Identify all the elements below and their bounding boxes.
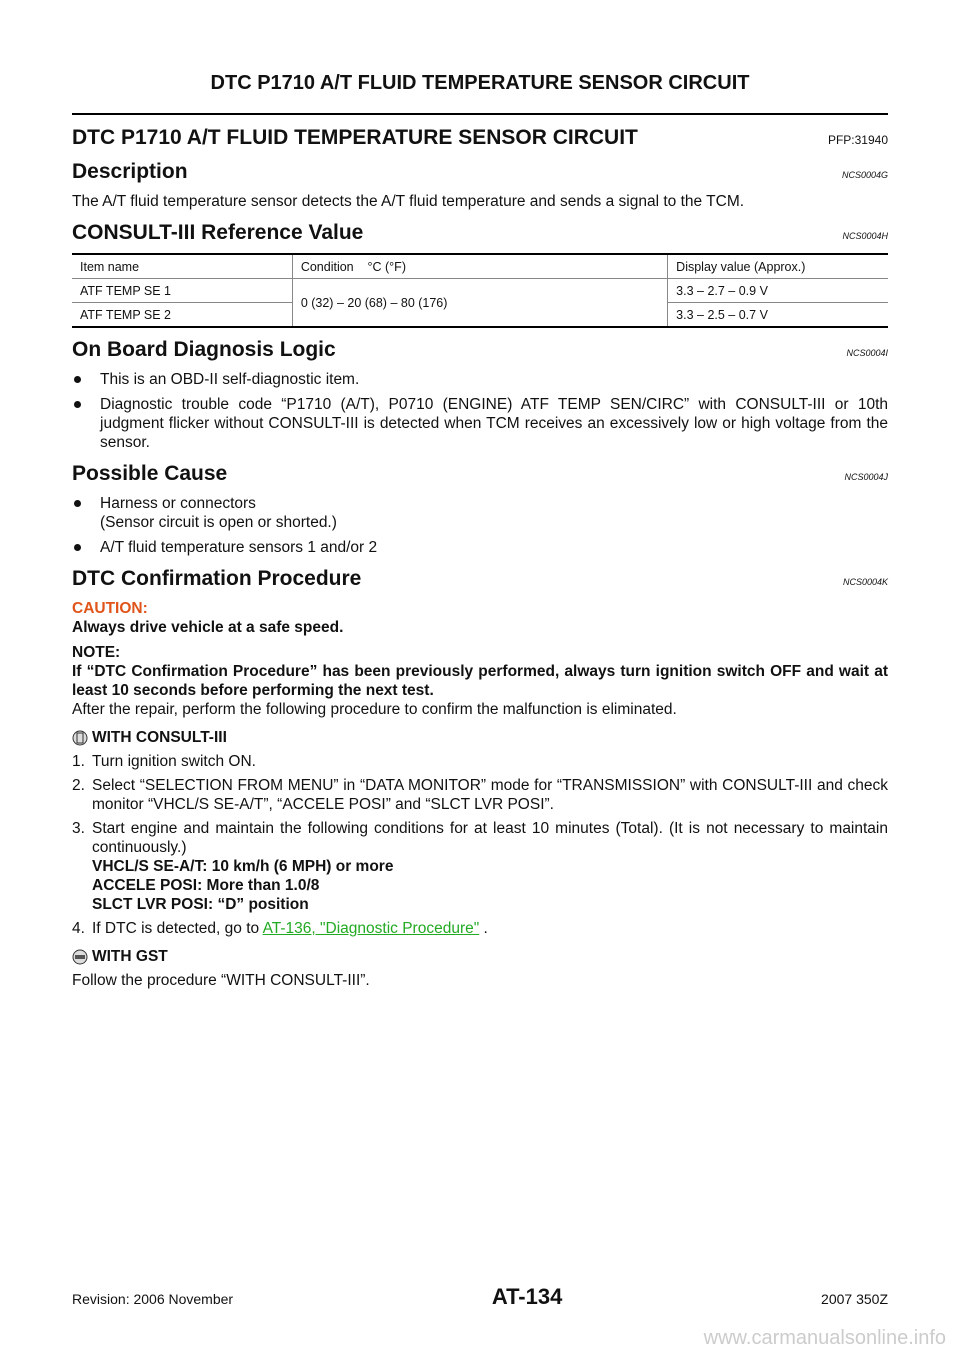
step-end: . — [479, 920, 488, 937]
subheading-text: WITH CONSULT-III — [92, 729, 227, 746]
heading: Description — [72, 160, 188, 183]
bullet: A/T fluid temperature sensors 1 and/or 2 — [72, 538, 888, 557]
bullet-list: This is an OBD-II self-diagnostic item. D… — [72, 370, 888, 452]
step-body: If DTC is detected, go to AT-136, "Diagn… — [92, 919, 488, 938]
code: NCS0004J — [844, 472, 888, 482]
header-rule — [72, 113, 888, 115]
heading-row: DTC Confirmation Procedure NCS0004K — [72, 567, 888, 591]
note-label: NOTE: — [72, 644, 121, 661]
step-body: Start engine and maintain the following … — [92, 819, 888, 914]
cell: ATF TEMP SE 2 — [72, 302, 293, 328]
section-code: PFP:31940 — [827, 133, 888, 147]
bullet-list: Harness or connectors (Sensor circuit is… — [72, 494, 888, 557]
reference-table: Item name Condition °C (°F) Display value … — [72, 253, 888, 328]
subheading-text: WITH GST — [92, 948, 168, 965]
condition: SLCT LVR POSI: “D” position — [92, 896, 309, 913]
note-text: If “DTC Confirmation Procedure” has been… — [72, 663, 888, 699]
step: 2. Select “SELECTION FROM MENU” in “DATA … — [72, 776, 888, 814]
step-number: 2. — [72, 777, 85, 794]
step-text: Turn ignition switch ON. — [92, 753, 256, 770]
cell: Condition °C (°F) — [291, 254, 668, 279]
step: 4. If DTC is detected, go to AT-136, "Dia… — [72, 919, 888, 938]
heading: Possible Cause — [72, 462, 228, 485]
code: NCS0004H — [842, 231, 888, 241]
cell: 0 (32) – 20 (68) – 80 (176) — [291, 278, 668, 328]
step-number: 4. — [72, 920, 85, 937]
table-row: ATF TEMP SE 2 3.3 – 2.5 – 0.7 V — [72, 302, 888, 328]
model: 2007 350Z — [821, 1291, 888, 1307]
footer: Revision: 2006 November AT-134 2007 350Z — [72, 1284, 888, 1310]
link[interactable]: AT-136, "Diagnostic Procedure" — [262, 920, 480, 937]
caution-text: Always drive vehicle at a safe speed. — [72, 619, 344, 636]
step-text: Select “SELECTION FROM MENU” in “DATA MO… — [92, 777, 888, 813]
cell: 3.3 – 2.7 – 0.9 V — [667, 278, 888, 303]
paragraph: After the repair, perform the following … — [72, 701, 677, 718]
content: DTC P1710 A/T FLUID TEMPERATURE SENSOR C… — [72, 126, 888, 996]
caution-label: CAUTION: — [72, 600, 148, 617]
paragraph: Follow the procedure “WITH CONSULT-III”. — [72, 972, 370, 989]
heading-row: Possible Cause NCS0004J — [72, 462, 888, 486]
step: 1. Turn ignition switch ON. — [72, 752, 888, 771]
condition: VHCL/S SE-A/T: 10 km/h (6 MPH) or more — [92, 858, 394, 875]
heading: DTC Confirmation Procedure — [72, 567, 362, 590]
cell: Display value (Approx.) — [667, 254, 888, 279]
section-title: DTC P1710 A/T FLUID TEMPERATURE SENSOR C… — [72, 126, 638, 149]
code: NCS0004G — [841, 170, 888, 180]
code: NCS0004K — [842, 577, 888, 587]
heading-row: On Board Diagnosis Logic NCS0004I — [72, 338, 888, 362]
bullet: Harness or connectors (Sensor circuit is… — [72, 494, 888, 532]
section-title-row: DTC P1710 A/T FLUID TEMPERATURE SENSOR C… — [72, 126, 888, 150]
bullet: This is an OBD-II self-diagnostic item. — [72, 370, 888, 389]
bullet: Diagnostic trouble code “P1710 (A/T), P0… — [72, 395, 888, 452]
step-text: If DTC is detected, go to — [92, 920, 263, 937]
subheading: WITH GST — [72, 948, 888, 966]
step-text: Start engine and maintain the following … — [92, 820, 888, 856]
page-number: AT-134 — [491, 1284, 563, 1309]
watermark: www.carmanualsonline.info — [703, 1327, 946, 1349]
gst-icon — [72, 949, 88, 965]
paragraph: The A/T fluid temperature sensor detects… — [72, 193, 745, 210]
consult-icon — [72, 730, 88, 746]
heading: CONSULT-III Reference Value — [72, 221, 364, 244]
revision: Revision: 2006 November — [72, 1291, 234, 1307]
step: 3. Start engine and maintain the followin… — [72, 819, 888, 914]
code: NCS0004I — [846, 348, 888, 358]
step-number: 1. — [72, 753, 85, 770]
step-number: 3. — [72, 820, 85, 837]
heading: On Board Diagnosis Logic — [72, 338, 336, 361]
page-header: DTC P1710 A/T FLUID TEMPERATURE SENSOR C… — [210, 72, 750, 94]
table-header: Item name Condition °C (°F) Display value … — [72, 254, 888, 279]
heading-row: CONSULT-III Reference Value NCS0004H — [72, 221, 888, 245]
condition: ACCELE POSI: More than 1.0/8 — [92, 877, 320, 894]
heading-row: Description NCS0004G — [72, 160, 888, 184]
cell: 3.3 – 2.5 – 0.7 V — [667, 302, 888, 328]
subheading: WITH CONSULT-III — [72, 729, 888, 747]
cell: ATF TEMP SE 1 — [72, 278, 293, 303]
cell: Item name — [72, 254, 293, 279]
